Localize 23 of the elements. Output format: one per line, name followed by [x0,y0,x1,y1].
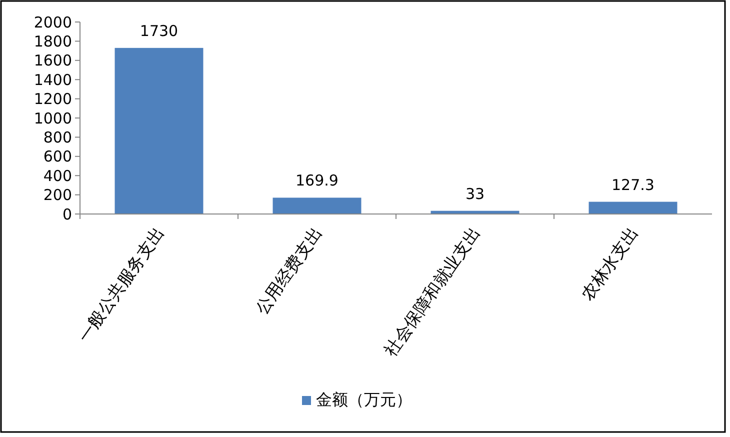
x-tick-label: 社会保障和就业支出 [380,223,486,360]
legend-label: 金额（万元） [316,390,412,409]
y-tick-label: 400 [43,166,72,185]
bar [272,198,362,214]
y-tick-label: 1800 [34,32,72,50]
data-label: 33 [465,184,485,203]
y-tick-label: 1400 [34,70,72,89]
data-label: 169.9 [296,172,338,190]
y-tick-label: 2000 [34,13,72,32]
x-tick-label: 农林水支出 [578,223,644,304]
data-label: 127.3 [612,176,654,194]
bar [588,202,678,214]
data-label: 1730 [140,22,178,40]
y-tick-label: 1000 [34,109,72,128]
y-tick-label: 1600 [34,52,72,70]
y-tick-label: 200 [43,186,72,204]
y-tick-label: 0 [62,205,72,224]
y-tick-label: 600 [43,148,72,166]
x-tick-label: 一般公共服务支出 [74,223,170,346]
y-tick-label: 1200 [34,90,72,108]
x-tick-label: 公用经费支出 [252,223,328,318]
bar [114,48,204,214]
y-tick-label: 800 [43,128,72,146]
